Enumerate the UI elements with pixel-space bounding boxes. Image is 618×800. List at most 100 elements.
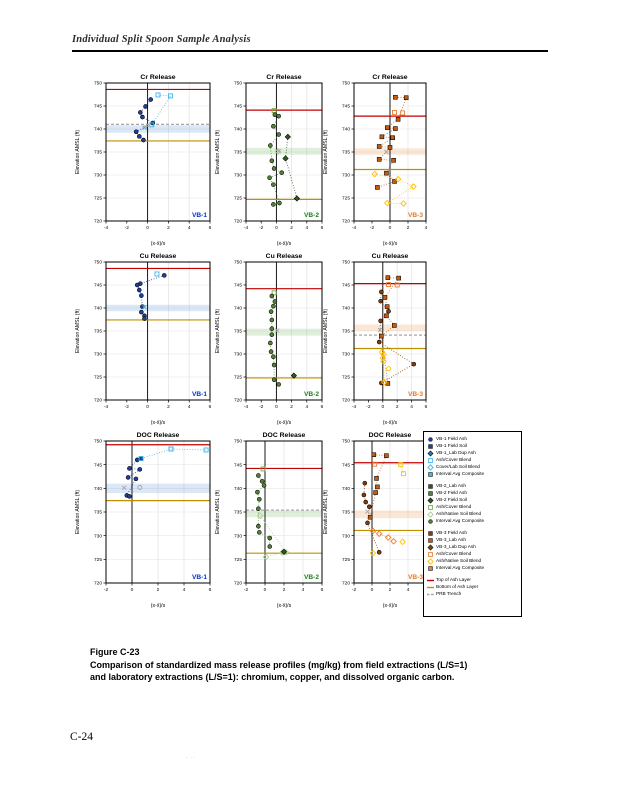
svg-text:Elevation AMSL (ft): Elevation AMSL (ft) xyxy=(323,309,329,353)
legend-marker-icon xyxy=(427,490,434,497)
svg-text:Cu Release: Cu Release xyxy=(140,253,177,260)
svg-text:-2: -2 xyxy=(366,404,371,410)
svg-text:4: 4 xyxy=(188,225,191,231)
svg-text:6: 6 xyxy=(209,225,212,231)
svg-text:745: 745 xyxy=(94,283,102,289)
svg-text:725: 725 xyxy=(234,557,242,563)
svg-text:4: 4 xyxy=(425,225,428,231)
chart-doc-vb2: DOC Release 720 725 730 735 740 745 750 -2 0 2 4 6 El… xyxy=(212,428,326,615)
legend-entry: Cover/Lab Soil Blend xyxy=(427,464,519,471)
page-title: Individual Split Spoon Sample Analysis xyxy=(72,34,251,45)
svg-text:720: 720 xyxy=(234,398,242,404)
legend-marker-icon xyxy=(427,504,434,511)
svg-text:745: 745 xyxy=(234,462,242,468)
chart-svg: Cu Release 720 725 730 735 740 745 750 -4 -2 0 2 4 6 E… xyxy=(75,253,212,426)
legend-entry-label: Interval Avg Composite xyxy=(436,518,485,524)
svg-text:2: 2 xyxy=(167,225,170,231)
header-rule xyxy=(72,50,548,53)
svg-text:725: 725 xyxy=(342,557,350,563)
svg-text:-2: -2 xyxy=(244,587,249,593)
legend-marker-icon xyxy=(427,443,434,450)
legend-entry-label: VB-2 Field Soil xyxy=(436,497,468,503)
svg-text:740: 740 xyxy=(342,306,350,312)
svg-text:740: 740 xyxy=(342,486,350,492)
legend-line-label: Top of Ash Layer xyxy=(436,577,471,583)
svg-text:750: 750 xyxy=(94,81,102,87)
svg-text:4: 4 xyxy=(188,404,191,410)
svg-text:735: 735 xyxy=(234,150,242,156)
legend-entry: Ash/Native Soil Blend xyxy=(427,558,519,565)
svg-text:725: 725 xyxy=(342,196,350,202)
svg-text:6: 6 xyxy=(321,587,324,593)
legend-marker-icon xyxy=(427,483,434,490)
svg-text:0: 0 xyxy=(131,587,134,593)
svg-text:6: 6 xyxy=(321,225,324,231)
svg-text:(x-x̄)/s: (x-x̄)/s xyxy=(151,420,166,426)
svg-text:VB-2: VB-2 xyxy=(304,574,319,581)
svg-text:Elevation AMSL (ft): Elevation AMSL (ft) xyxy=(75,130,81,174)
svg-text:Cr Release: Cr Release xyxy=(372,74,407,81)
svg-text:735: 735 xyxy=(342,510,350,516)
svg-text:Elevation AMSL (ft): Elevation AMSL (ft) xyxy=(75,309,81,353)
legend-entry-label: Ash/Cover Blend xyxy=(436,504,472,510)
legend-entry: VB-2_Lab Ash xyxy=(427,483,519,490)
legend-entry-label: VB-2_Lab Ash xyxy=(436,483,466,489)
svg-text:-2: -2 xyxy=(259,225,264,231)
svg-text:745: 745 xyxy=(342,104,350,110)
figure-caption: Figure C-23 Comparison of standardized m… xyxy=(90,646,540,683)
chart-cr-vb2: Cr Release 720 725 730 735 740 745 750 -4 -2 0 2 4 6 E… xyxy=(212,70,326,253)
svg-text:725: 725 xyxy=(342,375,350,381)
svg-text:0: 0 xyxy=(146,404,149,410)
legend-marker-icon xyxy=(427,497,434,504)
caption-line-2: and laboratory extractions (L/S=1): chro… xyxy=(90,672,455,683)
legend-entry: VB-3_Lab Ash xyxy=(427,537,519,544)
svg-text:Cu Release: Cu Release xyxy=(372,253,409,260)
svg-text:740: 740 xyxy=(94,306,102,312)
svg-text:740: 740 xyxy=(234,486,242,492)
svg-text:0: 0 xyxy=(146,225,149,231)
svg-text:740: 740 xyxy=(234,127,242,133)
svg-text:4: 4 xyxy=(183,587,186,593)
legend-entry: Ash/Cover Blend xyxy=(427,504,519,511)
svg-text:735: 735 xyxy=(94,510,102,516)
svg-text:Cr Release: Cr Release xyxy=(140,74,175,81)
legend-marker-icon xyxy=(427,464,434,471)
svg-text:4: 4 xyxy=(410,404,413,410)
legend-entry: Ash/Native Soil Blend xyxy=(427,511,519,518)
svg-text:720: 720 xyxy=(342,581,350,587)
legend: VB-1 Field Ash VB-1 Field Soil VB-1_Lab Du… xyxy=(423,431,522,617)
svg-text:0: 0 xyxy=(371,587,374,593)
legend-entry-label: Ash/Native Soil Blend xyxy=(436,558,482,564)
svg-text:735: 735 xyxy=(342,329,350,335)
svg-text:2: 2 xyxy=(290,225,293,231)
svg-text:725: 725 xyxy=(234,196,242,202)
svg-text:720: 720 xyxy=(234,581,242,587)
legend-line-entry: Top of Ash Layer xyxy=(427,577,519,584)
legend-marker-icon xyxy=(427,558,434,565)
svg-text:735: 735 xyxy=(234,329,242,335)
chart-cu-vb2: Cu Release 720 725 730 735 740 745 750 -4 -2 0 2 4 6 E… xyxy=(212,249,326,432)
svg-text:-4: -4 xyxy=(244,225,249,231)
legend-entry: VB-2 Field Ash xyxy=(427,490,519,497)
svg-text:720: 720 xyxy=(94,398,102,404)
svg-text:730: 730 xyxy=(342,533,350,539)
legend-entry: VB-1 Field Ash xyxy=(427,436,519,443)
legend-line-label: Bottom of Ash Layer xyxy=(436,584,479,590)
legend-line-icon xyxy=(427,577,434,584)
svg-text:2: 2 xyxy=(283,587,286,593)
svg-text:750: 750 xyxy=(234,81,242,87)
svg-text:730: 730 xyxy=(234,352,242,358)
chart-svg: Cu Release 720 725 730 735 740 745 750 -4 -2 0 2 4 6 E… xyxy=(215,253,324,426)
svg-text:735: 735 xyxy=(234,510,242,516)
legend-marker-icon xyxy=(427,450,434,457)
svg-text:750: 750 xyxy=(342,260,350,266)
svg-text:-4: -4 xyxy=(352,225,357,231)
legend-marker-icon xyxy=(427,436,434,443)
legend-entry-label: VB-1 Field Ash xyxy=(436,436,468,442)
caption-line-1: Comparison of standardized mass release … xyxy=(90,660,468,671)
svg-text:730: 730 xyxy=(342,352,350,358)
svg-text:VB-3: VB-3 xyxy=(408,391,423,398)
chart-svg: DOC Release 720 725 730 735 740 745 750 -2 0 2 4 6 El… xyxy=(215,432,324,609)
chart-svg: DOC Release 720 725 730 735 740 745 750 -2 0 2 4 6 El… xyxy=(323,432,428,609)
chart-svg: Cr Release 720 725 730 735 740 745 750 -4 -2 0 2 4 6 E… xyxy=(215,74,324,247)
